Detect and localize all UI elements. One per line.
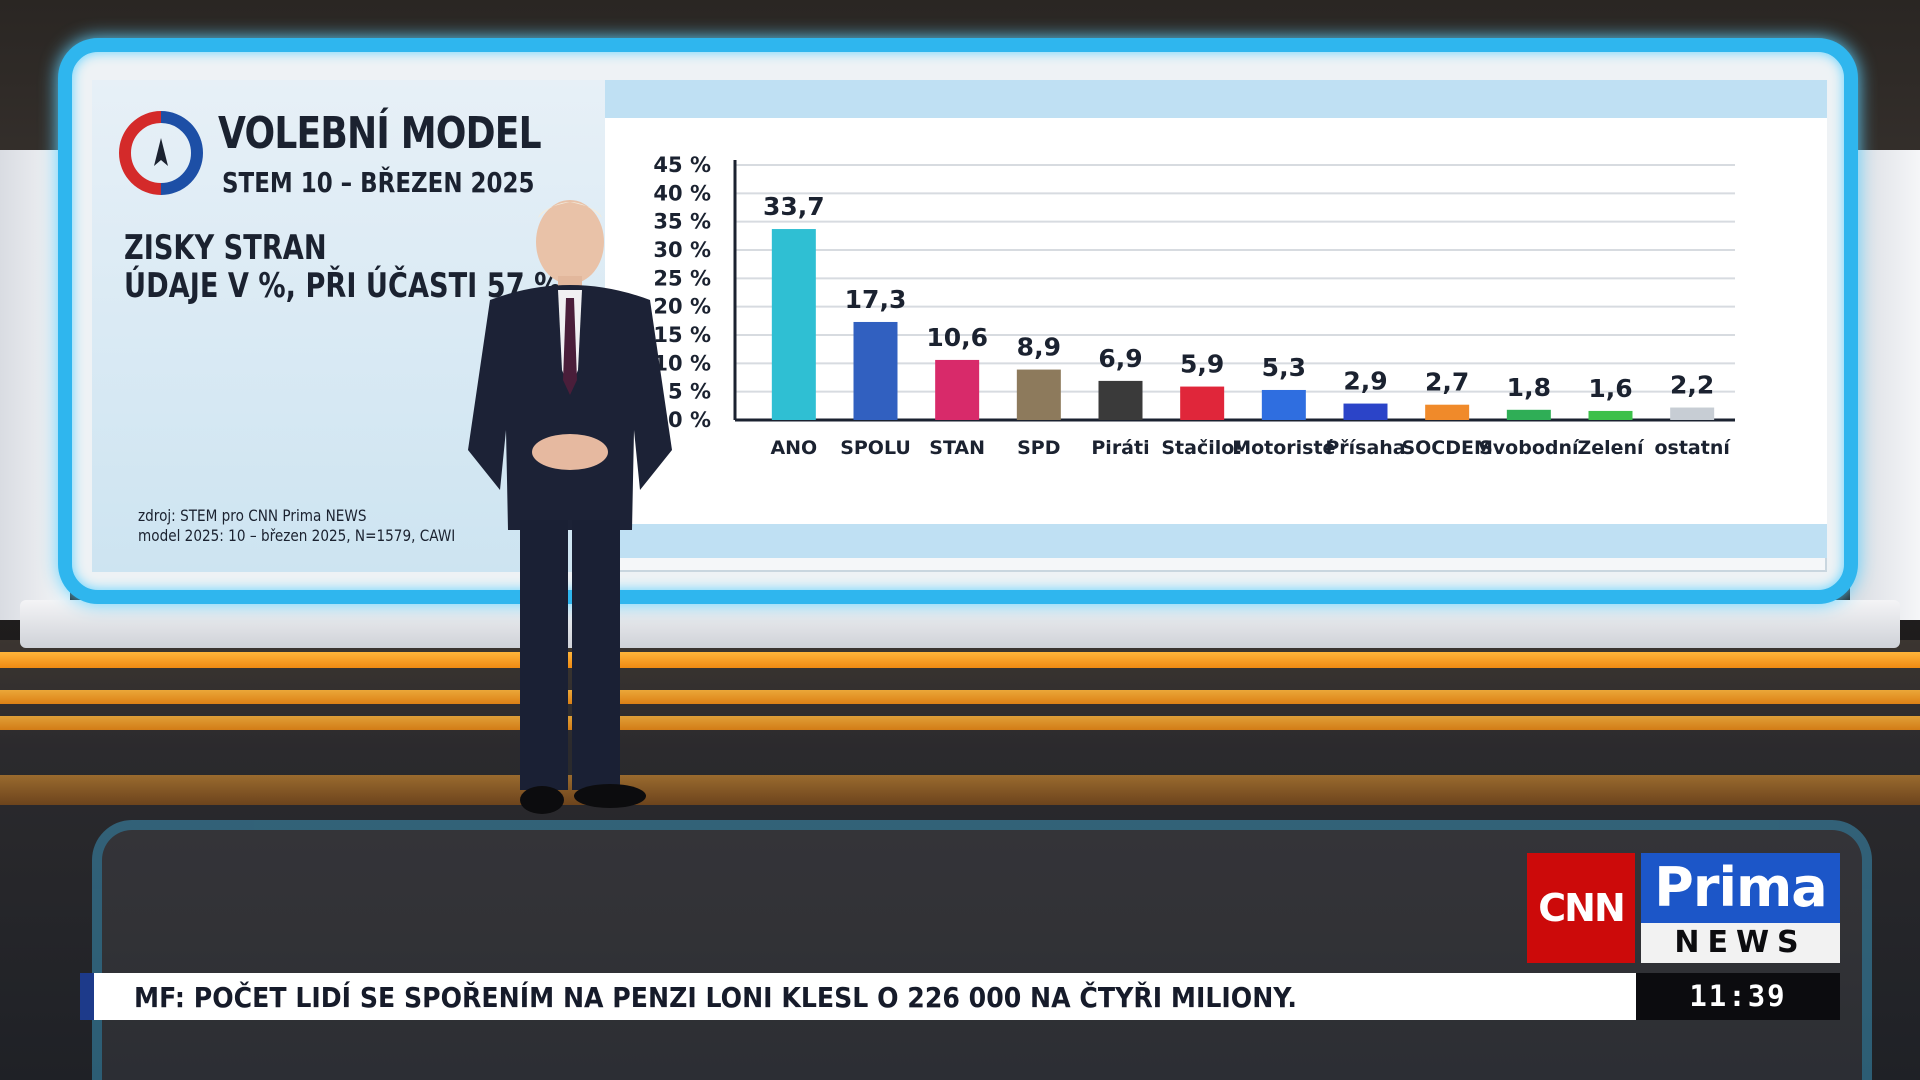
bar-spd: [1016, 369, 1061, 420]
value-label: 5,3: [1262, 353, 1306, 382]
value-label: 2,2: [1670, 371, 1714, 400]
category-label: STAN: [929, 437, 985, 459]
category-label: Piráti: [1091, 437, 1149, 459]
source-note: zdroj: STEM pro CNN Prima NEWS: [138, 506, 367, 525]
chart-header-strip: [605, 80, 1827, 118]
bar-ano: [771, 229, 816, 420]
bar-přísaha: [1343, 403, 1388, 420]
panel-heading: ZISKY STRAN: [124, 228, 327, 268]
panel-title: VOLEBNÍ MODEL: [218, 108, 542, 159]
y-tick-label: 20 %: [653, 295, 711, 319]
y-tick-label: 30 %: [653, 238, 711, 262]
panel-subtitle: STEM 10 – BŘEZEN 2025: [222, 166, 535, 199]
orange-light-band: [0, 716, 1920, 730]
presenter-figure: [468, 200, 672, 814]
ticker-headline: MF: POČET LIDÍ SE SPOŘENÍM NA PENZI LONI…: [134, 981, 1297, 1014]
value-label: 2,7: [1425, 368, 1469, 397]
category-label: SPOLU: [840, 437, 911, 459]
cnn-logo: CNN: [1527, 853, 1635, 963]
category-label: Motoristé: [1232, 437, 1335, 459]
bar-piráti: [1098, 380, 1143, 420]
value-label: 10,6: [926, 323, 988, 352]
bar-zelení: [1588, 410, 1633, 420]
clock: 11:39: [1636, 973, 1840, 1020]
model-note: model 2025: 10 – březen 2025, N=1579, CA…: [138, 526, 456, 545]
orange-light-band: [0, 690, 1920, 704]
bar-spolu: [853, 321, 898, 420]
chart-footer-strip: [605, 524, 1827, 558]
news-logo: NEWS: [1641, 923, 1840, 963]
y-tick-label: 35 %: [653, 210, 711, 234]
value-label: 8,9: [1017, 333, 1061, 362]
value-label: 1,8: [1507, 373, 1551, 402]
y-tick-label: 45 %: [653, 153, 711, 177]
y-tick-label: 5 %: [668, 380, 711, 404]
category-label: ANO: [770, 437, 817, 459]
value-label: 1,6: [1588, 374, 1632, 403]
y-tick-label: 10 %: [653, 351, 711, 375]
category-label: Stačilo!: [1161, 437, 1243, 459]
panel-subheading: ÚDAJE V %, PŘI ÚČASTI 57 %: [124, 266, 562, 306]
bar-svobodní: [1506, 409, 1551, 420]
category-label: Přísaha: [1325, 437, 1405, 459]
orange-light-reflection: [0, 775, 1920, 805]
y-tick-label: 25 %: [653, 266, 711, 290]
studio-ledge: [20, 600, 1900, 648]
news-ticker: MF: POČET LIDÍ SE SPOŘENÍM NA PENZI LONI…: [80, 973, 1636, 1020]
bar-stačilo!: [1180, 386, 1225, 420]
category-label: SPD: [1017, 437, 1060, 459]
value-label: 17,3: [845, 285, 907, 314]
category-label: SOCDEM: [1401, 437, 1492, 459]
value-label: 2,9: [1343, 367, 1387, 396]
prima-logo: Prima: [1641, 853, 1840, 923]
value-label: 5,9: [1180, 350, 1224, 379]
value-label: 33,7: [763, 192, 825, 221]
y-tick-label: 0 %: [668, 408, 711, 432]
value-label: 6,9: [1098, 344, 1142, 373]
y-tick-label: 15 %: [653, 323, 711, 347]
stem-logo-icon: [119, 111, 203, 195]
category-label: Svobodní: [1479, 437, 1580, 459]
y-tick-label: 40 %: [653, 181, 711, 205]
category-label: ostatní: [1654, 437, 1731, 459]
studio-pillar-right: [1850, 150, 1920, 620]
bar-ostatní: [1670, 407, 1715, 420]
orange-light-band: [0, 652, 1920, 668]
category-label: Zelení: [1577, 437, 1645, 459]
bar-socdem: [1425, 404, 1470, 420]
bar-stan: [935, 359, 980, 420]
bar-motoristé: [1261, 389, 1306, 420]
